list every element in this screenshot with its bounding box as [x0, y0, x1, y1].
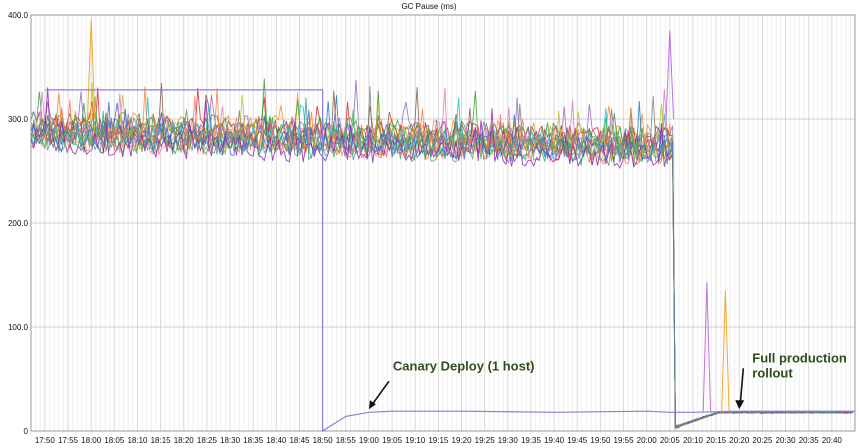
spike-line: [665, 30, 675, 120]
x-tick-label: 20:00: [637, 436, 658, 445]
x-tick-label: 19:40: [544, 436, 565, 445]
annotation-line: rollout: [752, 365, 793, 380]
x-tick-label: 19:20: [452, 436, 473, 445]
annotation-arrowhead: [735, 400, 745, 410]
annotation-line: Full production: [752, 350, 847, 365]
annotation-canary: Canary Deploy (1 host): [393, 358, 535, 373]
y-tick-label: 0: [24, 427, 29, 436]
x-tick-label: 19:00: [359, 436, 380, 445]
annotation-arrowhead: [368, 400, 376, 410]
canary-series-line: [44, 89, 855, 433]
x-tick-label: 18:45: [289, 436, 310, 445]
x-tick-label: 18:10: [127, 436, 148, 445]
x-tick-label: 20:25: [752, 436, 773, 445]
spike-line: [721, 290, 730, 413]
annotation-full-rollout: Full production rollout: [752, 350, 847, 380]
x-tick-label: 17:55: [58, 436, 79, 445]
x-tick-label: 19:25: [475, 436, 496, 445]
x-tick-label: 19:05: [382, 436, 403, 445]
annotation-arrow: [370, 380, 390, 407]
x-tick-label: 18:25: [197, 436, 218, 445]
y-tick-label: 100.0: [8, 323, 29, 332]
y-tick-label: 200.0: [8, 219, 29, 228]
spike-line: [702, 282, 712, 413]
x-axis-ticks: 17:50 17:55 18:00 18:05 18:10 18:15 18:20 18:25…: [35, 436, 843, 445]
x-tick-label: 19:45: [567, 436, 588, 445]
x-tick-label: 20:20: [729, 436, 750, 445]
y-axis-ticks: 0 100.0 200.0 300.0 400.0: [8, 11, 29, 436]
x-tick-label: 20:15: [706, 436, 727, 445]
annotations: Canary Deploy (1 host) Full production rol…: [368, 350, 847, 410]
x-tick-label: 20:10: [683, 436, 704, 445]
x-tick-label: 19:35: [521, 436, 542, 445]
x-tick-label: 20:40: [822, 436, 843, 445]
x-tick-label: 18:35: [243, 436, 264, 445]
x-tick-label: 18:00: [81, 436, 102, 445]
x-tick-label: 18:15: [151, 436, 172, 445]
spike-line: [86, 20, 96, 120]
grid: [30, 14, 856, 432]
series-group: [30, 20, 855, 433]
y-tick-label: 400.0: [8, 11, 29, 20]
x-tick-label: 18:40: [266, 436, 287, 445]
chart-title: GC Pause (ms): [401, 2, 456, 11]
x-tick-label: 19:55: [614, 436, 635, 445]
x-tick-label: 18:05: [104, 436, 125, 445]
x-tick-label: 19:30: [498, 436, 519, 445]
x-tick-label: 18:55: [336, 436, 357, 445]
x-tick-label: 20:05: [660, 436, 681, 445]
annotation-arrow: [739, 368, 745, 405]
x-tick-label: 19:10: [405, 436, 426, 445]
x-tick-label: 19:15: [428, 436, 449, 445]
x-tick-label: 18:50: [313, 436, 334, 445]
x-tick-label: 19:50: [590, 436, 611, 445]
plot-frame: [30, 14, 856, 432]
x-tick-label: 17:50: [35, 436, 56, 445]
host-series-line: [30, 97, 854, 428]
y-tick-label: 300.0: [8, 115, 29, 124]
x-tick-label: 18:30: [220, 436, 241, 445]
x-tick-label: 20:35: [799, 436, 820, 445]
x-tick-label: 18:20: [174, 436, 195, 445]
x-tick-label: 20:30: [776, 436, 797, 445]
